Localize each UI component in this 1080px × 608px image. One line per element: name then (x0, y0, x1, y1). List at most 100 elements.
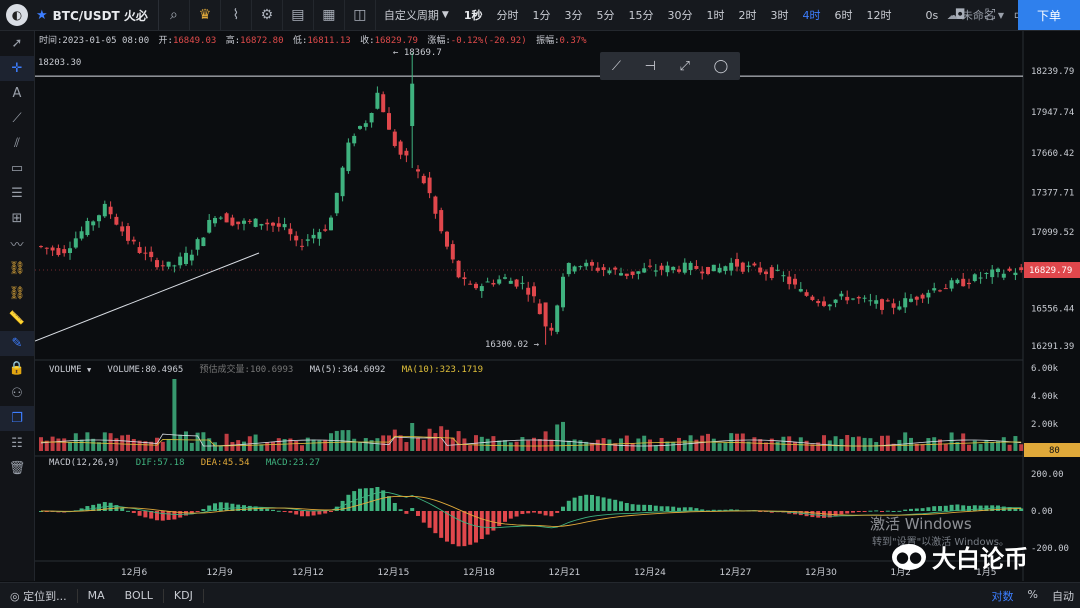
layout-name-dropdown[interactable]: ☁ 未命名 ▼ (947, 7, 1004, 23)
fib-tool-icon[interactable]: ⫽ (14, 136, 20, 151)
replay-speed[interactable]: 0s (925, 8, 939, 22)
candle-body (1007, 268, 1012, 271)
fullscreen-icon[interactable]: ⛶ (985, 7, 996, 23)
trash-icon[interactable]: 🗑 (8, 461, 26, 476)
ruler-icon[interactable]: 📏 (8, 311, 26, 326)
crown-icon[interactable]: ♛ (190, 0, 221, 30)
custom-period-dropdown[interactable]: 自定义周期 ▼ (383, 9, 449, 22)
chevron-down-icon[interactable]: ▼ (86, 366, 92, 374)
macd-histogram-bar (369, 488, 374, 511)
auto-scale-toggle[interactable]: 自动 (1052, 589, 1074, 603)
measure-grid-icon[interactable]: ⊞ (11, 211, 23, 226)
volume-bar (433, 433, 438, 451)
candle-body (769, 267, 774, 279)
settings-gear-icon[interactable]: ⚙ (252, 0, 283, 30)
candle-body (793, 278, 797, 285)
high-label: 高: (225, 36, 241, 46)
ellipse-icon[interactable]: ◯ (713, 58, 729, 74)
text-tool-icon[interactable]: A (12, 86, 22, 101)
search-icon[interactable]: ⌕ (159, 0, 190, 30)
locate-button[interactable]: ◎ 定位到... (0, 588, 77, 604)
object-tree-icon[interactable]: ☷ (11, 436, 23, 451)
macd-label: MACD(12,26,9) (49, 458, 120, 468)
timeframe-tab[interactable]: 1分 (532, 9, 551, 22)
volume-est: 预估成交量:100.6993 (199, 365, 294, 375)
extended-line-icon[interactable]: ⤢ (679, 58, 690, 74)
volume-bar (468, 445, 473, 451)
candle-body (648, 265, 652, 267)
pencil-icon[interactable]: ✎ (0, 331, 34, 356)
ma-indicator[interactable]: MA (87, 589, 105, 602)
volume-bar (845, 435, 850, 451)
layout-icon[interactable]: ◫ (345, 0, 376, 30)
indicator-icon[interactable]: ⌇ (221, 0, 252, 30)
timeframe-tab[interactable]: 15分 (628, 9, 654, 22)
macd-histogram-bar (810, 511, 815, 518)
candle-body (613, 267, 618, 270)
trendline-icon[interactable]: ⟋ (12, 111, 22, 126)
timeframe-tab[interactable]: 分时 (496, 9, 519, 22)
volume-bar (839, 439, 844, 451)
timeframe-tab[interactable]: 3时 (770, 9, 789, 22)
timeframe-tab[interactable]: 12时 (866, 9, 892, 22)
macd-histogram-bar (195, 511, 200, 512)
cursor-arrow-icon[interactable]: ➚ (11, 36, 23, 51)
candle-body (166, 261, 171, 267)
kdj-indicator[interactable]: KDJ (173, 589, 193, 602)
horizontal-lines-icon[interactable]: ☰ (11, 186, 23, 201)
wechat-name: 大白论币 (932, 545, 1028, 573)
timeframe-tab[interactable]: 4时 (802, 9, 821, 22)
volume-bar (1007, 444, 1012, 451)
candle-body (943, 288, 948, 290)
symbol-selector[interactable]: ★ BTC/USDT 火必 (36, 0, 159, 30)
low-marker: 16300.02 → (485, 340, 540, 350)
link-icon[interactable]: ⛓ (8, 286, 26, 301)
chart-canvas[interactable]: 18239.79 17947.74 17660.42 17377.71 17099.52… (35, 31, 1080, 581)
macd-histogram-bar (543, 511, 548, 516)
percent-toggle[interactable]: % (1027, 587, 1038, 601)
candle-body (607, 270, 612, 274)
volume-label: VOLUME (49, 365, 82, 375)
candle-body (862, 297, 867, 299)
candle-body (85, 220, 90, 236)
pattern-icon[interactable]: 〰 (10, 238, 24, 253)
timeframe-tab[interactable]: 3分 (564, 9, 583, 22)
timeframe-tab[interactable]: 5分 (596, 9, 615, 22)
rectangle-icon[interactable]: ▭ (10, 161, 24, 176)
horizontal-ray-icon[interactable]: ⊣ (644, 58, 656, 74)
volume-bar (520, 437, 525, 451)
timeframe-tab[interactable]: 2时 (738, 9, 757, 22)
calendar-icon[interactable]: ▦ (314, 0, 345, 30)
ray-line-icon[interactable]: ⟋ (611, 58, 621, 74)
timeframe-tab[interactable]: 1时 (706, 9, 725, 22)
magnet-icon[interactable]: ⛓ (8, 261, 26, 276)
favorite-star-icon[interactable]: ★ (36, 7, 48, 23)
lock-icon[interactable]: 🔒 (8, 361, 26, 376)
candle-body (102, 203, 107, 217)
chart-area[interactable]: 18239.79 17947.74 17660.42 17377.71 17099.52… (35, 31, 1080, 581)
camera-icon[interactable]: ◘ (954, 7, 966, 23)
timeframe-tab[interactable]: 6时 (834, 9, 853, 22)
candle-body (97, 215, 101, 222)
timeframe-tab[interactable]: 1秒 (463, 9, 483, 22)
chart-template-icon[interactable]: ▤ (283, 0, 314, 30)
hide-drawings-icon[interactable]: ⚇ (11, 386, 23, 401)
order-button[interactable]: 下单 (1018, 0, 1080, 30)
boll-indicator[interactable]: BOLL (124, 589, 153, 602)
macd-histogram-bar (665, 506, 670, 511)
bookmark-icon[interactable]: ❐ (0, 406, 34, 431)
crosshair-icon[interactable]: ✛ (0, 56, 34, 81)
volume-bar (305, 437, 310, 451)
timeframe-tab[interactable]: 30分 (667, 9, 693, 22)
volume-bar (833, 436, 838, 451)
macd-histogram-bar (549, 511, 554, 517)
volume-bar (427, 428, 432, 451)
macd-histogram-bar (468, 511, 473, 545)
candle-body (282, 224, 287, 228)
log-scale-toggle[interactable]: 对数 (991, 589, 1014, 603)
macd-histogram-bar (358, 488, 362, 511)
candle-body (584, 262, 589, 267)
candle-body (479, 286, 484, 292)
volume-bar (79, 439, 84, 451)
volume-bar (91, 438, 96, 451)
